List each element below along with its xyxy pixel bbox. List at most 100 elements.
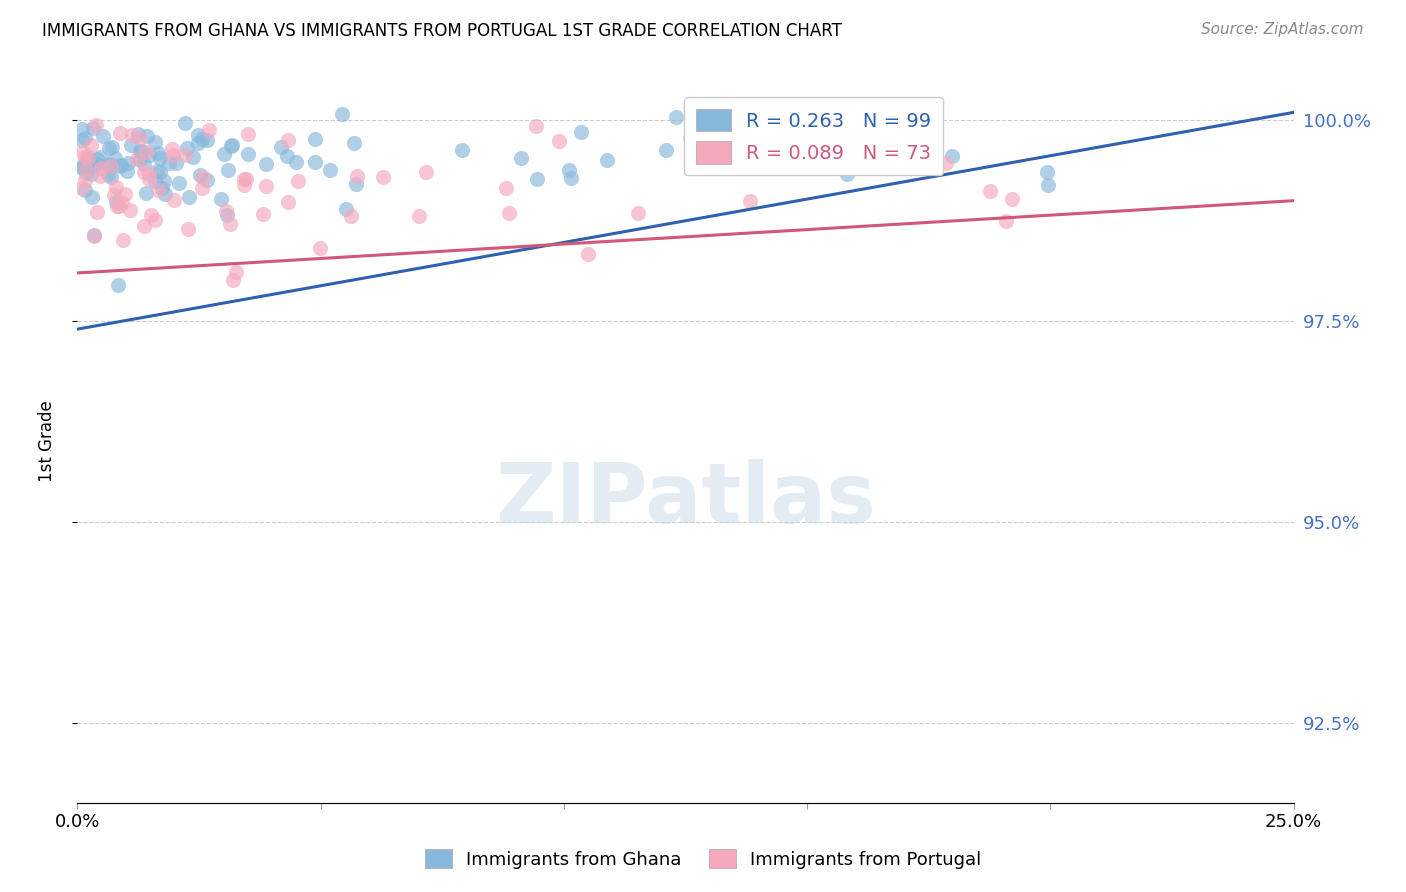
- Point: [165, 155, 187, 169]
- Point: [107, 278, 129, 293]
- Point: [191, 181, 214, 195]
- Point: [70, 181, 93, 195]
- Point: [304, 155, 326, 169]
- Point: [560, 170, 582, 185]
- Point: [162, 148, 184, 162]
- Point: [569, 125, 592, 139]
- Point: [127, 127, 149, 141]
- Point: [150, 180, 173, 194]
- Point: [254, 178, 277, 193]
- Point: [285, 155, 308, 169]
- Point: [138, 172, 160, 186]
- Point: [115, 164, 138, 178]
- Point: [509, 151, 531, 165]
- Point: [101, 158, 124, 172]
- Point: [233, 178, 256, 192]
- Point: [139, 208, 162, 222]
- Point: [86, 157, 108, 171]
- Point: [558, 163, 581, 178]
- Point: [138, 168, 160, 182]
- Point: [236, 127, 259, 141]
- Point: [495, 180, 517, 194]
- Point: [75, 162, 97, 177]
- Point: [198, 123, 221, 137]
- Point: [146, 146, 169, 161]
- Point: [138, 148, 160, 162]
- Point: [110, 158, 132, 172]
- Point: [979, 185, 1001, 199]
- Point: [111, 196, 134, 211]
- Point: [221, 137, 243, 152]
- Point: [97, 157, 120, 171]
- Point: [408, 209, 430, 223]
- Point: [304, 132, 326, 146]
- Point: [73, 150, 96, 164]
- Point: [143, 174, 166, 188]
- Point: [215, 203, 238, 218]
- Point: [111, 233, 134, 247]
- Point: [655, 143, 678, 157]
- Point: [187, 136, 209, 150]
- Point: [277, 194, 299, 209]
- Point: [86, 152, 108, 166]
- Point: [70, 121, 93, 136]
- Point: [101, 140, 124, 154]
- Point: [108, 199, 131, 213]
- Point: [1001, 192, 1024, 206]
- Point: [415, 165, 437, 179]
- Point: [548, 134, 571, 148]
- Point: [190, 168, 212, 182]
- Point: [121, 128, 143, 142]
- Point: [219, 138, 242, 153]
- Point: [75, 161, 97, 175]
- Point: [340, 209, 363, 223]
- Point: [134, 157, 156, 171]
- Point: [236, 147, 259, 161]
- Point: [72, 145, 94, 159]
- Point: [96, 167, 118, 181]
- Point: [70, 133, 93, 147]
- Point: [576, 246, 599, 260]
- Point: [344, 177, 367, 191]
- Point: [104, 151, 127, 165]
- Point: [191, 131, 214, 145]
- Point: [995, 213, 1018, 227]
- Point: [128, 131, 150, 145]
- Text: Source: ZipAtlas.com: Source: ZipAtlas.com: [1201, 22, 1364, 37]
- Point: [740, 194, 762, 208]
- Point: [149, 151, 172, 165]
- Point: [162, 193, 184, 207]
- Legend: Immigrants from Ghana, Immigrants from Portugal: Immigrants from Ghana, Immigrants from P…: [418, 842, 988, 876]
- Point: [89, 151, 111, 165]
- Point: [75, 173, 97, 187]
- Point: [100, 169, 122, 184]
- Point: [132, 219, 155, 233]
- Point: [91, 128, 114, 143]
- Point: [125, 152, 148, 166]
- Point: [209, 193, 232, 207]
- Point: [254, 157, 277, 171]
- Point: [77, 150, 100, 164]
- Point: [827, 135, 849, 149]
- Point: [770, 153, 793, 167]
- Point: [287, 174, 309, 188]
- Point: [120, 202, 142, 217]
- Point: [89, 169, 111, 183]
- Point: [526, 172, 548, 186]
- Point: [330, 106, 353, 120]
- Legend: R = 0.263   N = 99, R = 0.089   N = 73: R = 0.263 N = 99, R = 0.089 N = 73: [685, 97, 943, 175]
- Point: [131, 144, 153, 158]
- Point: [232, 171, 254, 186]
- Text: ZIPatlas: ZIPatlas: [495, 458, 876, 540]
- Point: [941, 149, 963, 163]
- Text: IMMIGRANTS FROM GHANA VS IMMIGRANTS FROM PORTUGAL 1ST GRADE CORRELATION CHART: IMMIGRANTS FROM GHANA VS IMMIGRANTS FROM…: [42, 22, 842, 40]
- Point: [107, 199, 129, 213]
- Point: [117, 156, 139, 170]
- Point: [120, 138, 142, 153]
- Point: [75, 183, 97, 197]
- Point: [221, 273, 243, 287]
- Point: [77, 151, 100, 165]
- Point: [498, 206, 520, 220]
- Point: [80, 167, 103, 181]
- Point: [197, 133, 219, 147]
